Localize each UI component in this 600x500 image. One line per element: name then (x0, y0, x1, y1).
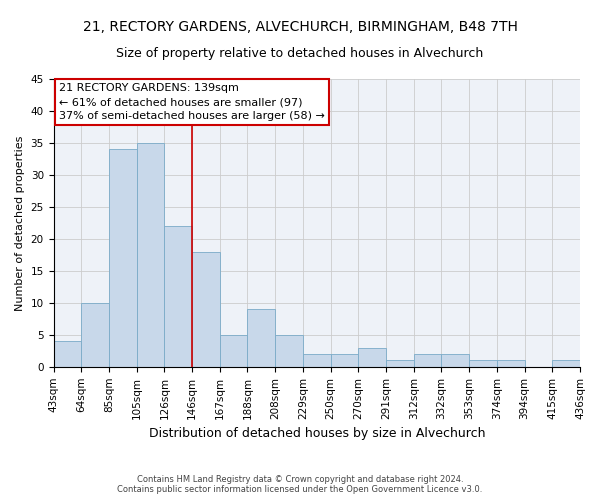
Text: Contains HM Land Registry data © Crown copyright and database right 2024.: Contains HM Land Registry data © Crown c… (137, 475, 463, 484)
Bar (552, 360, 580, 367)
Bar (137, 143, 164, 367)
Text: Size of property relative to detached houses in Alvechurch: Size of property relative to detached ho… (116, 48, 484, 60)
Bar (220, 335, 247, 367)
Bar (109, 150, 137, 367)
X-axis label: Distribution of detached houses by size in Alvechurch: Distribution of detached houses by size … (149, 427, 485, 440)
Y-axis label: Number of detached properties: Number of detached properties (15, 135, 25, 310)
Bar (275, 335, 303, 367)
Bar (469, 360, 497, 367)
Bar (303, 354, 331, 367)
Bar (247, 310, 275, 367)
Bar (331, 354, 358, 367)
Bar (53, 341, 81, 367)
Bar (358, 348, 386, 367)
Text: 21 RECTORY GARDENS: 139sqm
← 61% of detached houses are smaller (97)
37% of semi: 21 RECTORY GARDENS: 139sqm ← 61% of deta… (59, 84, 325, 122)
Bar (192, 252, 220, 367)
Bar (164, 226, 192, 367)
Text: Contains public sector information licensed under the Open Government Licence v3: Contains public sector information licen… (118, 485, 482, 494)
Text: 21, RECTORY GARDENS, ALVECHURCH, BIRMINGHAM, B48 7TH: 21, RECTORY GARDENS, ALVECHURCH, BIRMING… (83, 20, 517, 34)
Bar (81, 303, 109, 367)
Bar (386, 360, 414, 367)
Bar (414, 354, 442, 367)
Bar (497, 360, 524, 367)
Bar (442, 354, 469, 367)
